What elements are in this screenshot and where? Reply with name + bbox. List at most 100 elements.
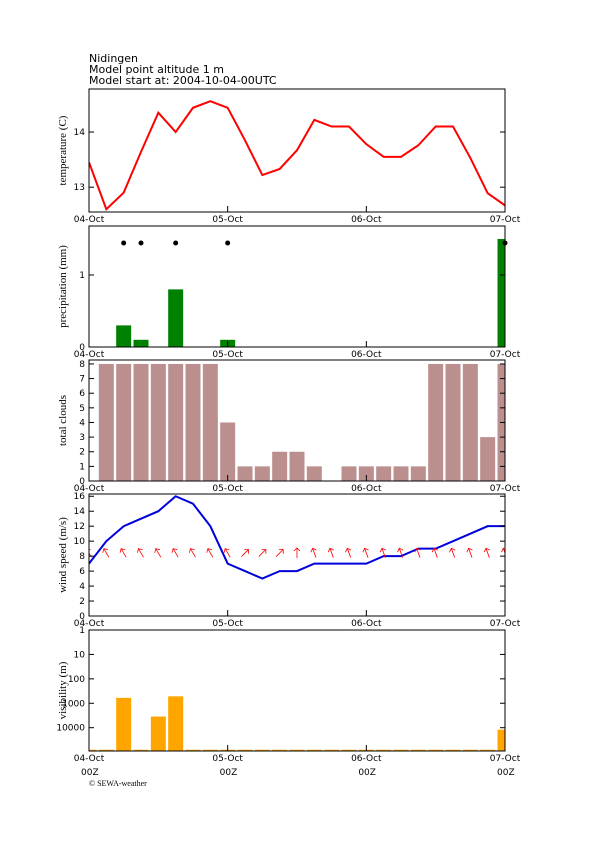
wind-arrow xyxy=(466,547,473,558)
x-tick-label: 07-Oct xyxy=(490,484,521,494)
model-start: Model start at: 2004-10-04-00UTC xyxy=(89,74,277,87)
bar xyxy=(150,363,166,481)
bar xyxy=(341,749,357,751)
x-tick-label: 05-Oct xyxy=(212,754,243,764)
bar xyxy=(98,363,114,481)
wind-arrow xyxy=(137,548,144,558)
y-tick-label: 8 xyxy=(79,360,85,370)
y-tick-label: 10 xyxy=(74,537,86,547)
y-tick-label: 2 xyxy=(79,597,85,607)
y-tick-label: 14 xyxy=(74,507,86,517)
bar xyxy=(116,697,132,751)
bar xyxy=(150,716,166,751)
bar xyxy=(410,749,426,751)
wind-arrow xyxy=(206,548,214,558)
bar xyxy=(480,749,496,751)
station-name: Nidingen xyxy=(89,52,138,65)
plot-frame xyxy=(88,225,506,348)
y-axis-label: wind speed (m/s) xyxy=(57,517,69,593)
y-tick-label: 0 xyxy=(79,343,85,353)
y-tick-label: 6 xyxy=(79,567,85,577)
wind-arrow xyxy=(501,547,505,558)
wind-arrow xyxy=(102,548,110,558)
x-tick-label: 04-Oct xyxy=(74,350,105,360)
wind-arrow xyxy=(431,547,438,558)
wind-arrow xyxy=(189,548,196,558)
bar xyxy=(428,749,444,751)
wind-arrow xyxy=(379,547,386,558)
bar xyxy=(376,749,392,751)
plot-frame xyxy=(88,493,506,617)
x-tick-sublabel: 00Z xyxy=(358,768,376,778)
x-tick-sublabel: 00Z xyxy=(497,768,515,778)
y-axis-label: total clouds xyxy=(57,395,69,446)
precip-marker xyxy=(121,240,127,246)
x-tick-label: 05-Oct xyxy=(212,215,243,225)
y-tick-label: 0 xyxy=(79,477,85,487)
bar xyxy=(306,749,322,751)
x-tick-label: 04-Oct xyxy=(74,754,105,764)
plot-area xyxy=(89,100,505,212)
x-tick-label: 06-Oct xyxy=(351,215,382,225)
bar xyxy=(220,422,236,481)
bar xyxy=(89,749,97,751)
y-tick-label: 100 xyxy=(68,675,85,685)
y-tick-label: 13 xyxy=(74,183,85,193)
x-tick-label: 04-Oct xyxy=(74,484,105,494)
bar xyxy=(116,363,132,481)
wind-arrow xyxy=(414,547,421,558)
copyright: © SEWA-weather xyxy=(89,779,147,788)
x-tick-label: 06-Oct xyxy=(351,619,382,629)
data-line xyxy=(89,495,505,580)
x-tick-label: 07-Oct xyxy=(490,754,521,764)
wind-arrow xyxy=(258,549,267,557)
y-tick-label: 1 xyxy=(79,626,85,636)
x-tick-label: 04-Oct xyxy=(74,619,105,629)
wind-arrow xyxy=(345,547,352,558)
y-tick-label: 4 xyxy=(79,582,85,592)
y-tick-label: 3 xyxy=(79,433,85,443)
precip-marker xyxy=(173,240,179,246)
wind-arrow xyxy=(223,548,231,558)
plot-frame xyxy=(88,629,506,752)
bar xyxy=(497,729,505,751)
y-tick-label: 0 xyxy=(79,612,85,622)
bar xyxy=(272,451,288,481)
x-tick-label: 07-Oct xyxy=(490,215,521,225)
data-line xyxy=(89,100,505,212)
bar xyxy=(98,749,114,751)
y-tick-label: 10 xyxy=(74,650,86,660)
x-tick-label: 05-Oct xyxy=(212,484,243,494)
bar xyxy=(168,363,184,481)
bar xyxy=(237,749,253,751)
y-tick-label: 10000 xyxy=(56,724,85,734)
wind-arrow xyxy=(275,549,284,557)
plot-area xyxy=(89,696,505,751)
y-tick-label: 6 xyxy=(79,389,85,399)
bar xyxy=(393,466,409,481)
altitude: Model point altitude 1 m xyxy=(89,63,224,76)
y-axis-label: precipitation (mm) xyxy=(57,245,69,328)
wind-arrow xyxy=(171,548,179,558)
wind-arrow xyxy=(362,547,369,558)
bar xyxy=(185,749,201,751)
wind-arrow xyxy=(397,547,404,558)
bar xyxy=(445,363,461,481)
bar xyxy=(324,749,340,751)
bar xyxy=(289,749,305,751)
wind-arrow xyxy=(241,549,249,557)
y-axis-label: visibility (m) xyxy=(57,661,69,719)
x-tick-label: 05-Oct xyxy=(212,619,243,629)
bar xyxy=(202,363,218,481)
bar xyxy=(168,696,184,751)
x-tick-label: 07-Oct xyxy=(490,350,521,360)
bar xyxy=(306,466,322,481)
bar xyxy=(254,749,270,751)
y-tick-label: 1 xyxy=(79,462,85,472)
bar xyxy=(133,363,149,481)
x-tick-label: 07-Oct xyxy=(490,619,521,629)
y-tick-label: 16 xyxy=(74,492,86,502)
x-tick-label: 05-Oct xyxy=(212,350,243,360)
